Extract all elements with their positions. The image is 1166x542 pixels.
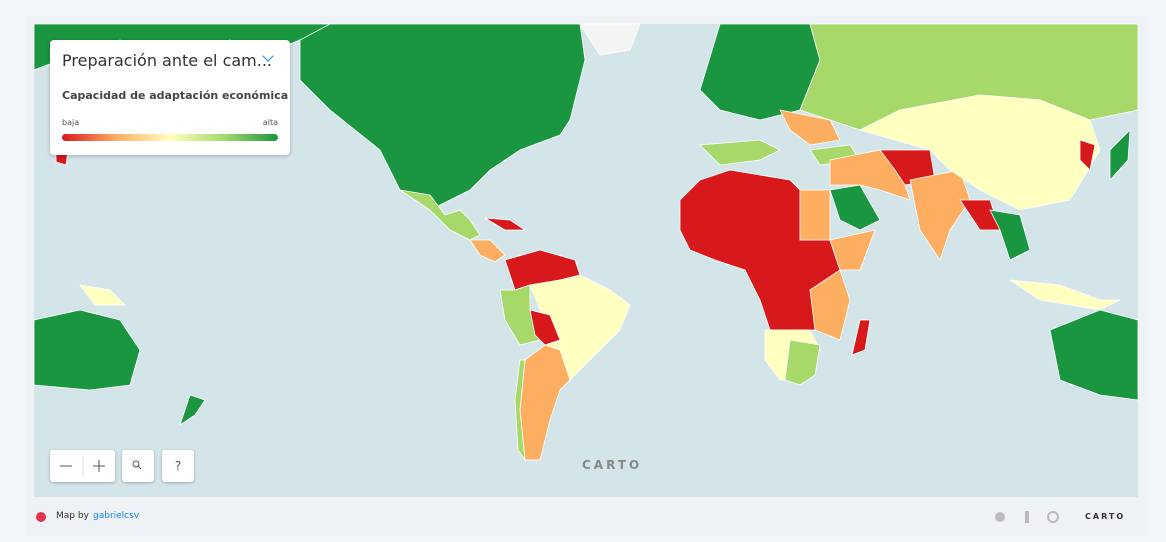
zoom-icons — [60, 456, 105, 476]
search-icon — [132, 460, 142, 470]
legend-subtitle: Capacidad de adaptación económica — [62, 89, 289, 102]
watermark: CARTO — [582, 458, 642, 472]
credit: Map by — [56, 511, 89, 521]
search-button[interactable] — [122, 450, 154, 482]
link-icon[interactable] — [1047, 511, 1059, 523]
author-link[interactable]: gabrielcsv — [93, 511, 140, 521]
logo-icon — [36, 512, 46, 522]
legend-ramp — [62, 134, 278, 141]
countries — [33, 23, 1139, 462]
zoom-control — [50, 450, 115, 482]
legend: Preparación ante el cam... Capacidad de … — [50, 40, 290, 155]
legend-low: baja — [62, 118, 80, 127]
twitter-icon[interactable] — [995, 512, 1005, 522]
facebook-icon[interactable] — [1025, 511, 1029, 523]
legend-high: alta — [262, 118, 278, 127]
help-button[interactable]: ? — [162, 450, 194, 482]
legend-title[interactable]: Preparación ante el cam... — [62, 51, 273, 70]
share-icons — [995, 511, 1059, 523]
brand-logo[interactable]: CARTO — [1085, 512, 1126, 521]
